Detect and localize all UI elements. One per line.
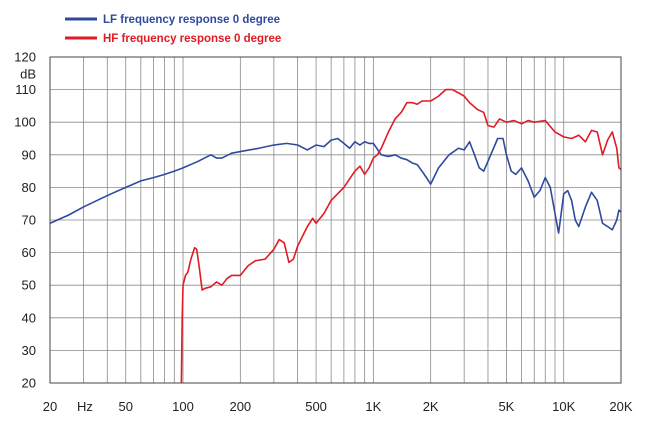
legend-label-lf: LF frequency response 0 degree: [103, 14, 280, 26]
y-tick-label: 20: [22, 376, 36, 391]
y-tick-label: 50: [22, 278, 36, 293]
legend-label-hf: HF frequency response 0 degree: [103, 33, 281, 45]
x-axis-label: Hz: [77, 399, 93, 414]
y-tick-label: 30: [22, 343, 36, 358]
legend: LF frequency response 0 degree HF freque…: [65, 14, 281, 45]
x-axis-ticks: 20 50 100 200 500 1K 2K 5K 10K 20K: [43, 399, 633, 414]
x-tick-label: 50: [119, 399, 133, 414]
y-tick-label: 90: [22, 147, 36, 162]
x-tick-label: 20: [43, 399, 57, 414]
x-tick-label: 5K: [498, 399, 514, 414]
y-tick-label: 80: [22, 180, 36, 195]
legend-item-hf: HF frequency response 0 degree: [65, 33, 281, 45]
x-tick-label: 20K: [609, 399, 632, 414]
x-tick-label: 500: [305, 399, 327, 414]
y-tick-label: 120: [14, 50, 36, 65]
y-tick-label: 60: [22, 245, 36, 260]
series-layer: [49, 88, 622, 384]
plot-frame: [49, 56, 622, 384]
x-tick-label: 200: [229, 399, 251, 414]
series-line-hf: [180, 88, 622, 384]
y-tick-label: 110: [15, 82, 36, 97]
y-tick-label: 70: [22, 213, 36, 228]
series-line-lf: [49, 137, 622, 234]
grid: [49, 56, 622, 384]
x-tick-label: 1K: [365, 399, 381, 414]
legend-item-lf: LF frequency response 0 degree: [65, 14, 280, 26]
x-tick-label: 10K: [552, 399, 575, 414]
y-axis-ticks: 20 30 40 50 60 70 80 90 100 110 120: [14, 50, 36, 391]
y-axis-label: dB: [20, 67, 36, 82]
y-tick-label: 100: [14, 115, 36, 130]
x-tick-label: 100: [172, 399, 194, 414]
x-tick-label: 2K: [423, 399, 439, 414]
y-tick-label: 40: [22, 310, 36, 325]
